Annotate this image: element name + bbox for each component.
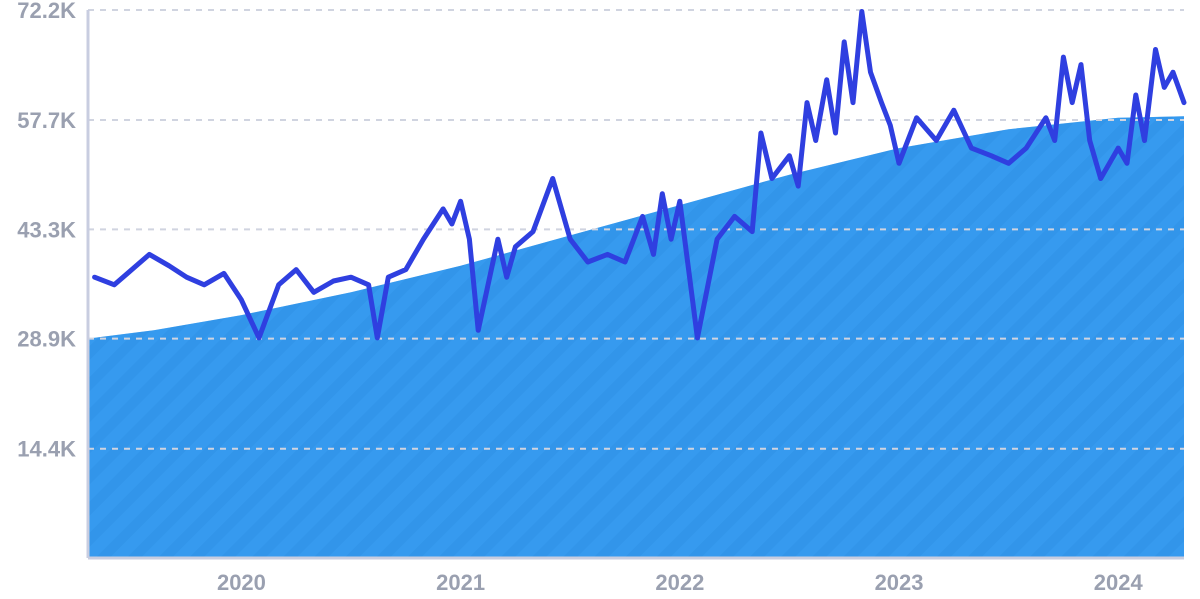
y-tick-label: 28.9K xyxy=(17,327,76,352)
area-hatch xyxy=(88,10,1184,558)
x-tick-label: 2022 xyxy=(655,570,704,595)
y-tick-label: 43.3K xyxy=(17,217,76,242)
chart-container: 14.4K 28.9K 43.3K 57.7K 72.2K 2020 2021 2022 202… xyxy=(0,0,1200,599)
y-tick-label: 57.7K xyxy=(17,108,76,133)
y-tick-label: 14.4K xyxy=(17,437,76,462)
x-tick-label: 2021 xyxy=(436,570,485,595)
x-tick-label: 2023 xyxy=(875,570,924,595)
y-tick-label: 72.2K xyxy=(17,0,76,23)
x-tick-label: 2024 xyxy=(1094,570,1144,595)
x-tick-label: 2020 xyxy=(217,570,266,595)
chart-svg: 14.4K 28.9K 43.3K 57.7K 72.2K 2020 2021 2022 202… xyxy=(0,0,1200,599)
